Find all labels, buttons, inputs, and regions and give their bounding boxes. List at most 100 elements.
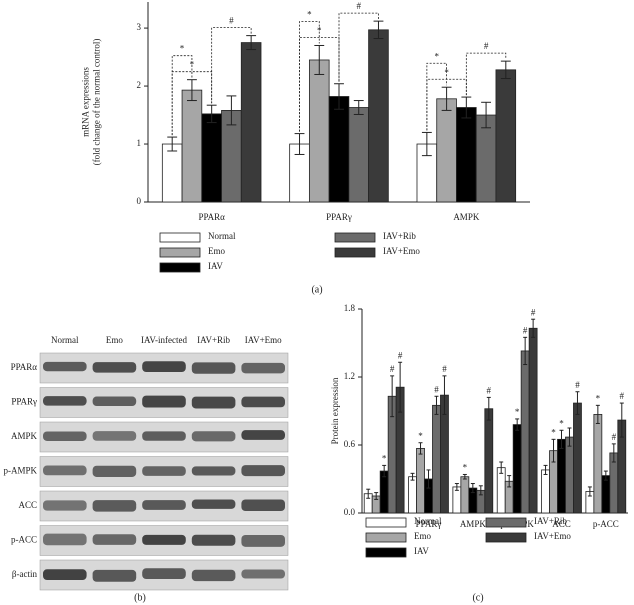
significance-marker: * [317, 26, 322, 36]
y-tick-label: 1.2 [344, 371, 355, 381]
significance-bracket [171, 71, 213, 136]
legend-label: Normal [414, 516, 442, 526]
bar [436, 98, 457, 203]
error-bar [603, 470, 608, 481]
significance-marker: * [180, 44, 185, 54]
blot-column-label: Emo [106, 335, 123, 345]
error-bar [418, 442, 423, 455]
significance-marker: # [398, 350, 403, 360]
significance-marker: * [434, 51, 439, 61]
error-bar [390, 375, 395, 418]
error-bar [186, 79, 197, 102]
x-tick-label: PPARα [198, 212, 225, 222]
blot-band [241, 396, 285, 408]
significance-marker: * [190, 60, 195, 70]
error-bar [426, 469, 431, 489]
blot-band [43, 569, 87, 581]
y-tick-label: 1 [137, 138, 142, 148]
blot-band [92, 569, 137, 582]
bar [512, 424, 522, 514]
bar [541, 469, 550, 514]
significance-marker: # [612, 432, 617, 442]
bar [308, 59, 330, 203]
blot-band [241, 499, 285, 512]
x-tick-label: AMPK [460, 519, 487, 529]
bar [379, 470, 389, 514]
blot-row-label: p-ACC [11, 535, 37, 545]
blot-band [43, 533, 87, 546]
significance-marker: # [523, 325, 528, 335]
error-bar [454, 483, 459, 491]
error-bar [567, 427, 572, 447]
bar [601, 475, 611, 514]
error-bar [619, 402, 624, 438]
x-tick-label: PPARγ [416, 519, 442, 529]
significance-marker: * [559, 418, 564, 428]
bar [408, 476, 417, 514]
significance-bracket [465, 52, 507, 96]
panel-label: (c) [472, 592, 483, 603]
error-bar [551, 438, 556, 463]
blot-band [241, 362, 285, 374]
blot-band [43, 500, 87, 511]
error-bar [373, 20, 384, 40]
significance-marker: # [620, 391, 625, 401]
bar [240, 42, 262, 203]
error-bar [481, 101, 492, 129]
blot-band [92, 362, 137, 373]
blot-band [92, 534, 137, 545]
blot-band [191, 534, 236, 546]
y-axis-label: mRNA expressions [81, 67, 91, 137]
blot-column-label: Normal [51, 335, 79, 345]
error-bar [167, 136, 178, 152]
error-bar [434, 395, 439, 415]
y-tick-label: 3 [137, 22, 142, 32]
legend-swatch [334, 232, 376, 243]
x-tick-label: PPARγ [326, 212, 352, 222]
panel-label: (b) [134, 592, 146, 603]
legend-swatch [159, 232, 201, 243]
legend-swatch [159, 262, 201, 273]
legend-label: Emo [414, 531, 431, 541]
bar [573, 402, 582, 514]
error-bar [543, 464, 548, 475]
bar [520, 350, 530, 514]
legend-swatch [365, 547, 407, 558]
error-bar [575, 391, 580, 415]
bar [495, 69, 517, 203]
blot-column-label: IAV-infected [141, 335, 187, 345]
bar [528, 327, 538, 514]
error-bar [611, 443, 616, 463]
blot-band [92, 500, 137, 512]
legend-swatch [485, 532, 527, 543]
blot-row-label: p-AMPK [3, 466, 37, 476]
error-bar [462, 473, 467, 480]
error-bar [478, 485, 483, 496]
blot-band [241, 534, 285, 547]
bar [496, 467, 506, 514]
legend-label: IAV+Emo [534, 531, 571, 541]
significance-marker: # [434, 384, 439, 394]
blot-band [142, 361, 186, 373]
significance-marker: * [444, 67, 449, 77]
blot-band [191, 396, 236, 409]
y-tick-label: 0 [137, 196, 142, 206]
y-axis-label: (fold change of the normal control) [92, 39, 102, 166]
blot-band [92, 465, 137, 477]
significance-marker: * [596, 393, 601, 403]
significance-marker: # [356, 1, 361, 11]
significance-marker: * [418, 431, 423, 441]
legend-swatch [159, 247, 201, 258]
blot-band [191, 362, 236, 374]
error-bar [374, 492, 379, 500]
bar [456, 107, 477, 203]
error-bar [486, 396, 491, 421]
blot-band [142, 431, 186, 441]
blot-row-label: AMPK [11, 431, 38, 441]
error-bar [559, 429, 564, 449]
blot-band [241, 569, 285, 579]
legend-label: Emo [208, 246, 225, 256]
x-tick-label: AMPK [453, 212, 480, 222]
blot-row-label: ACC [18, 500, 37, 510]
blot-band [92, 396, 137, 407]
